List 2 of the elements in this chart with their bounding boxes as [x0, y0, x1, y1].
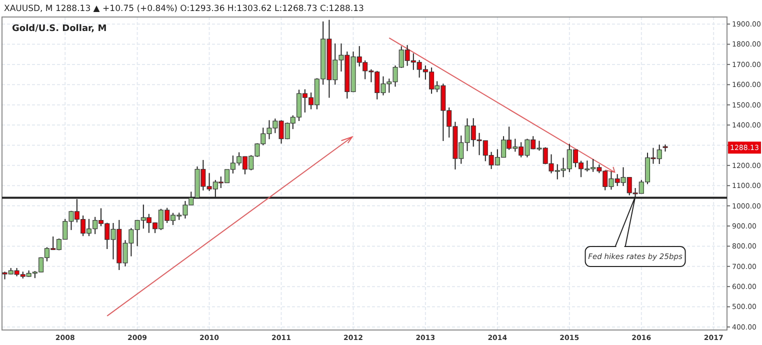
- text: Gold/U.S. Dollar, M: [12, 24, 107, 34]
- text: XAUUSD, M 1288.13 ▲ +10.75 (+0.84%) O:1293.36 H:1303.62 L:1268.73 C:1288.13: [4, 4, 364, 14]
